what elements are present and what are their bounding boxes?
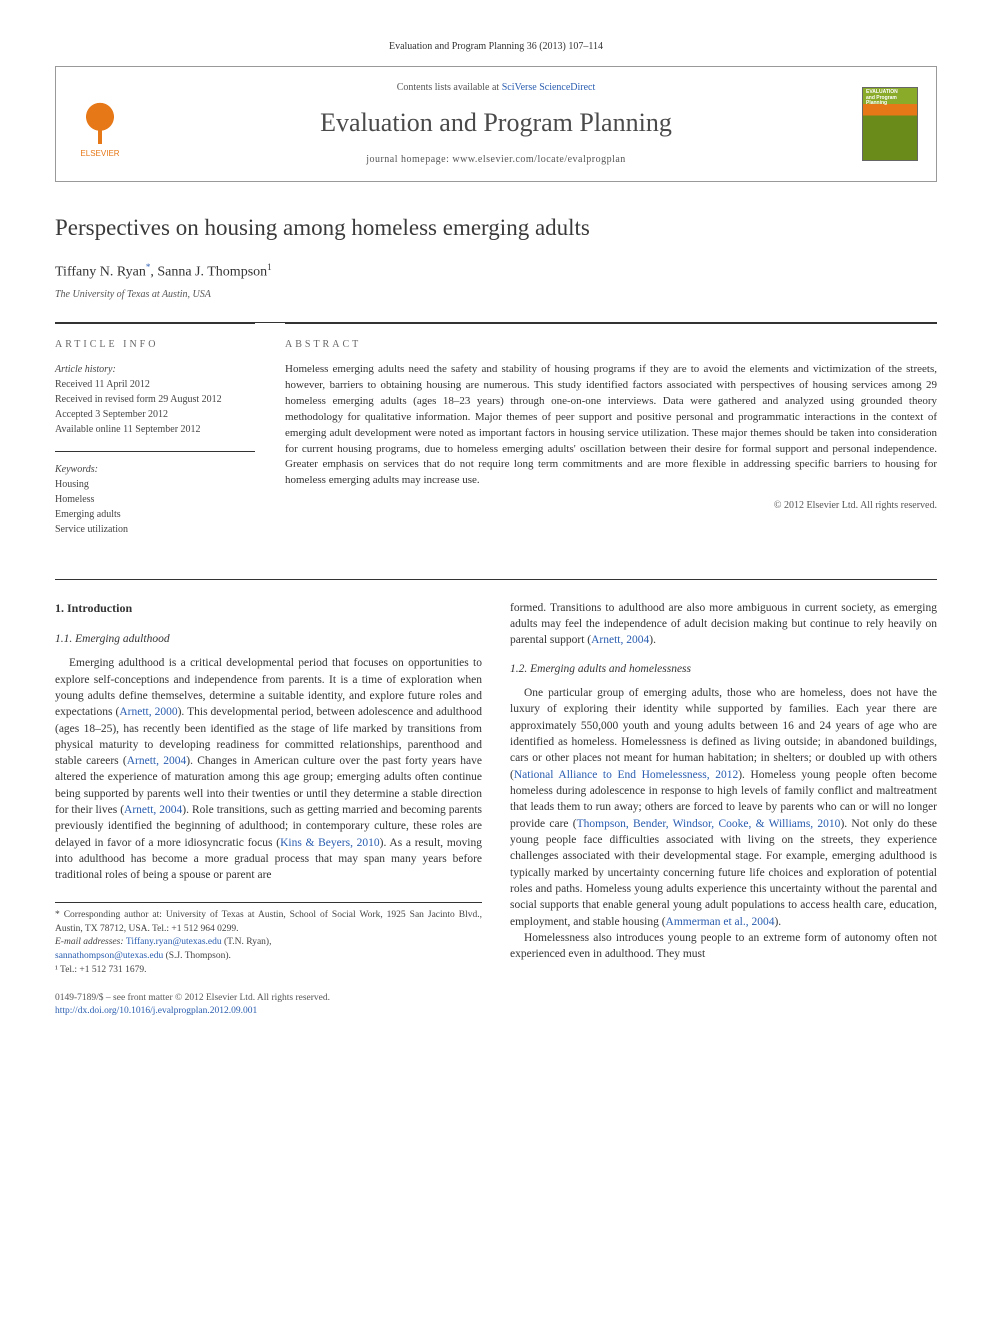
- corresponding-marker: *: [146, 262, 151, 272]
- article-info-column: ARTICLE INFO Article history: Received 1…: [55, 323, 255, 551]
- paragraph-1: Emerging adulthood is a critical develop…: [55, 655, 482, 884]
- email-label: E-mail addresses:: [55, 937, 126, 947]
- tel-note: ¹ Tel.: +1 512 731 1679.: [55, 964, 482, 978]
- authors: Tiffany N. Ryan*, Sanna J. Thompson1: [55, 261, 937, 282]
- corresponding-author-note: * Corresponding author at: University of…: [55, 909, 482, 937]
- author-1: Tiffany N. Ryan: [55, 264, 146, 279]
- article-info-label: ARTICLE INFO: [55, 338, 255, 352]
- p2c: ). Not only do these young people face d…: [510, 818, 937, 928]
- abstract-text: Homeless emerging adults need the safety…: [285, 362, 937, 490]
- section-1-heading: 1. Introduction: [55, 600, 482, 617]
- cover-subtitle: and Program Planning: [866, 95, 897, 107]
- elsevier-tree-icon: [76, 100, 124, 148]
- doi-link[interactable]: http://dx.doi.org/10.1016/j.evalprogplan…: [55, 1005, 330, 1018]
- abstract-column: ABSTRACT Homeless emerging adults need t…: [285, 323, 937, 551]
- homepage-url[interactable]: www.elsevier.com/locate/evalprogplan: [452, 154, 625, 165]
- footnotes: * Corresponding author at: University of…: [55, 902, 482, 978]
- page: Evaluation and Program Planning 36 (2013…: [0, 0, 992, 1058]
- ref-arnett-2000[interactable]: Arnett, 2000: [119, 706, 177, 718]
- right-column: formed. Transitions to adulthood are als…: [510, 600, 937, 978]
- article-title: Perspectives on housing among homeless e…: [55, 212, 937, 244]
- cover-text: EVALUATION and Program Planning: [866, 90, 917, 107]
- publisher-name: ELSEVIER: [80, 148, 119, 159]
- section-1-1-heading: 1.1. Emerging adulthood: [55, 631, 482, 647]
- journal-header: ELSEVIER Contents lists available at Sci…: [55, 66, 937, 182]
- author2-marker: 1: [267, 262, 272, 272]
- ref-arnett-2004-c[interactable]: Arnett, 2004: [591, 634, 649, 646]
- ref-ammerman-2004[interactable]: Ammerman et al., 2004: [666, 916, 775, 928]
- body-columns: 1. Introduction 1.1. Emerging adulthood …: [55, 579, 937, 978]
- sciencedirect-link[interactable]: SciVerse ScienceDirect: [502, 82, 596, 93]
- article-history: Article history: Received 11 April 2012 …: [55, 362, 255, 437]
- p1f: formed. Transitions to adulthood are als…: [510, 602, 937, 647]
- contents-prefix: Contents lists available at: [397, 82, 502, 93]
- ref-thompson-2010[interactable]: Thompson, Bender, Windsor, Cooke, & Will…: [577, 818, 841, 830]
- elsevier-logo: ELSEVIER: [70, 89, 130, 159]
- left-column: 1. Introduction 1.1. Emerging adulthood …: [55, 600, 482, 978]
- email-line: E-mail addresses: Tiffany.ryan@utexas.ed…: [55, 936, 482, 950]
- section-1-2-heading: 1.2. Emerging adults and homelessness: [510, 661, 937, 677]
- journal-reference: Evaluation and Program Planning 36 (2013…: [55, 40, 937, 54]
- ref-arnett-2004-b[interactable]: Arnett, 2004: [124, 804, 182, 816]
- accepted-date: Accepted 3 September 2012: [55, 407, 255, 422]
- front-matter-note: 0149-7189/$ – see front matter © 2012 El…: [55, 992, 330, 1005]
- paragraph-1-cont: formed. Transitions to adulthood are als…: [510, 600, 937, 649]
- email-2-name: (S.J. Thompson).: [163, 951, 231, 961]
- affiliation: The University of Texas at Austin, USA: [55, 288, 937, 302]
- p2a: One particular group of emerging adults,…: [510, 687, 937, 781]
- email-line-2: sannathompson@utexas.edu (S.J. Thompson)…: [55, 950, 482, 964]
- page-footer: 0149-7189/$ – see front matter © 2012 El…: [55, 992, 937, 1019]
- author1-sup: *: [146, 262, 151, 272]
- keywords-block: Keywords: Housing Homeless Emerging adul…: [55, 451, 255, 537]
- paragraph-3: Homelessness also introduces young peopl…: [510, 930, 937, 963]
- homepage-line: journal homepage: www.elsevier.com/locat…: [146, 153, 846, 167]
- keyword-2: Homeless: [55, 492, 255, 507]
- ref-national-alliance-2012[interactable]: National Alliance to End Homelessness, 2…: [514, 769, 738, 781]
- journal-cover-thumbnail: EVALUATION and Program Planning: [862, 87, 918, 161]
- ref-kins-beyers-2010[interactable]: Kins & Beyers, 2010: [280, 837, 380, 849]
- received-date: Received 11 April 2012: [55, 377, 255, 392]
- footer-left: 0149-7189/$ – see front matter © 2012 El…: [55, 992, 330, 1019]
- history-label: Article history:: [55, 362, 255, 377]
- keyword-1: Housing: [55, 477, 255, 492]
- keywords-label: Keywords:: [55, 462, 255, 477]
- info-abstract-row: ARTICLE INFO Article history: Received 1…: [55, 322, 937, 551]
- revised-date: Received in revised form 29 August 2012: [55, 392, 255, 407]
- p2d: ).: [774, 916, 781, 928]
- email-2[interactable]: sannathompson@utexas.edu: [55, 951, 163, 961]
- author2-sup: 1: [267, 262, 272, 272]
- ref-arnett-2004-a[interactable]: Arnett, 2004: [127, 755, 187, 767]
- homepage-prefix: journal homepage:: [366, 154, 452, 165]
- author-2: Sanna J. Thompson: [157, 264, 267, 279]
- journal-title: Evaluation and Program Planning: [146, 105, 846, 141]
- p1g: ).: [649, 634, 656, 646]
- email-1-name: (T.N. Ryan),: [222, 937, 272, 947]
- keyword-3: Emerging adults: [55, 507, 255, 522]
- keyword-4: Service utilization: [55, 522, 255, 537]
- email-1[interactable]: Tiffany.ryan@utexas.edu: [126, 937, 222, 947]
- abstract-label: ABSTRACT: [285, 338, 937, 352]
- paragraph-2: One particular group of emerging adults,…: [510, 685, 937, 930]
- header-center: Contents lists available at SciVerse Sci…: [146, 81, 846, 167]
- abstract-copyright: © 2012 Elsevier Ltd. All rights reserved…: [285, 499, 937, 513]
- online-date: Available online 11 September 2012: [55, 422, 255, 437]
- contents-line: Contents lists available at SciVerse Sci…: [146, 81, 846, 95]
